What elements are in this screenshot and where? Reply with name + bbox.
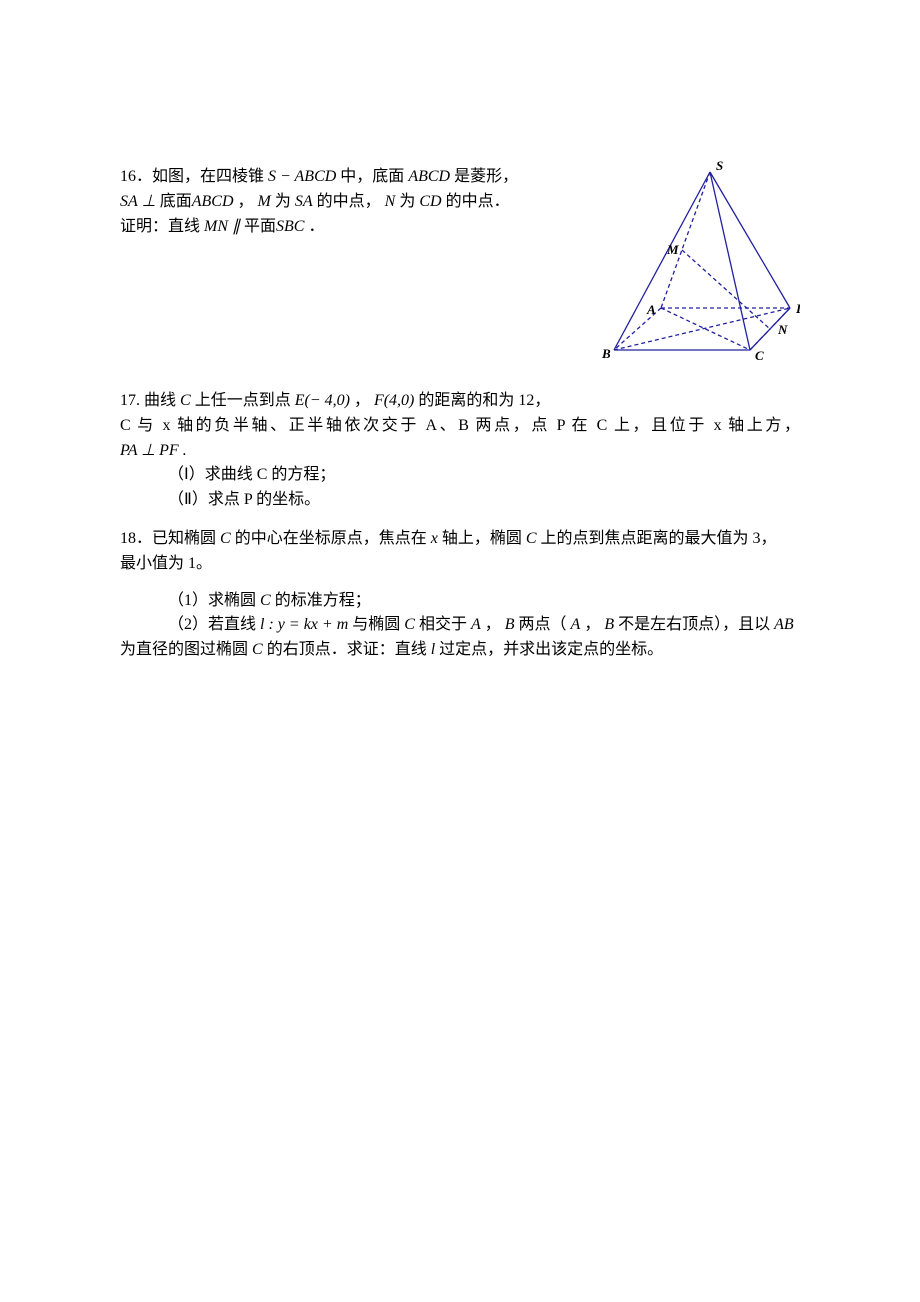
pyramid-diagram: S M A B C DN [600, 160, 800, 365]
text: 平面 [244, 218, 276, 235]
text: 的中点， [317, 193, 381, 210]
math: y = kx + m [278, 616, 348, 633]
text: 17. 曲线 [120, 392, 176, 409]
math: ABCD [192, 193, 234, 210]
math: ABCD [408, 168, 450, 185]
math: SA [295, 193, 313, 210]
text: 的中心在坐标原点，焦点在 [235, 530, 427, 547]
math: A [571, 616, 581, 633]
text: 18．已知椭圆 [120, 530, 216, 547]
math: S − ABCD [268, 168, 336, 185]
p17-q1: （Ⅰ）求曲线 C 的方程； [120, 463, 800, 488]
problem-16: 16．如图，在四棱锥 S − ABCD 中，底面 ABCD 是菱形， SA ⊥ … [120, 165, 800, 375]
text: 为直径的图过椭圆 [120, 641, 248, 658]
math: B [604, 616, 614, 633]
math: x [431, 530, 438, 547]
text: ． [308, 218, 324, 235]
math: ∥ [232, 218, 240, 235]
pyramid-svg: S M A B C DN [600, 160, 800, 365]
p16-line3: 证明：直线 MN ∥ 平面SBC ． [120, 215, 580, 240]
svg-text:A: A [646, 302, 656, 317]
text: ， [485, 616, 501, 633]
problem-17: 17. 曲线 C 上任一点到点 E(− 4,0) ， F(4,0) 的距离的和为… [120, 389, 800, 513]
text: 的距离的和为 12， [418, 392, 550, 409]
p17-line1: 17. 曲线 C 上任一点到点 E(− 4,0) ， F(4,0) 的距离的和为… [120, 389, 800, 414]
text: ， [354, 392, 370, 409]
text: 上任一点到点 [195, 392, 291, 409]
text: 不是左右顶点），且以 [618, 616, 770, 633]
p16-line2: SA ⊥ 底面ABCD ， M 为 SA 的中点， N 为 CD 的中点． [120, 190, 580, 215]
text: 是菱形， [454, 168, 518, 185]
p17-line2: C 与 x 轴的负半轴、正半轴依次交于 A、B 两点，点 P 在 C 上，且位于… [120, 414, 800, 439]
math: N [385, 193, 396, 210]
math: l [431, 641, 435, 658]
text: 轴上，椭圆 [442, 530, 522, 547]
text: 过定点，并求出该定点的坐标。 [439, 641, 663, 658]
math: C [220, 530, 231, 547]
text: （Ⅱ）求点 P 的坐标。 [168, 491, 320, 508]
text: 的中点． [446, 193, 510, 210]
p17-q2: （Ⅱ）求点 P 的坐标。 [120, 488, 800, 513]
text: 两点（ [519, 616, 567, 633]
text: 为 [399, 193, 415, 210]
text: 与椭圆 [352, 616, 400, 633]
math: C [252, 641, 263, 658]
p18-q1: （1）求椭圆 C 的标准方程； [120, 589, 800, 614]
exam-page: 16．如图，在四棱锥 S − ABCD 中，底面 ABCD 是菱形， SA ⊥ … [0, 0, 920, 1302]
text: ， [584, 616, 600, 633]
math: PF . [155, 442, 187, 459]
text: 上的点到焦点距离的最大值为 3， [541, 530, 777, 547]
math: C [404, 616, 415, 633]
text: （Ⅰ）求曲线 C 的方程； [168, 466, 335, 483]
text: （1）求椭圆 [168, 592, 256, 609]
p18-line2: 最小值为 1。 [120, 552, 800, 577]
math: SBC [276, 218, 304, 235]
svg-text:S: S [716, 160, 723, 173]
math: E(− 4,0) [295, 392, 350, 409]
math: CD [419, 193, 441, 210]
text: 16．如图，在四棱锥 [120, 168, 264, 185]
p17-line3: PA ⊥ PF . [120, 439, 800, 464]
p16-line1: 16．如图，在四棱锥 S − ABCD 中，底面 ABCD 是菱形， [120, 165, 580, 190]
svg-text:N: N [777, 322, 788, 337]
math: C [180, 392, 191, 409]
text: 的右顶点．求证：直线 [267, 641, 427, 658]
math: C [260, 592, 271, 609]
math: C [526, 530, 537, 547]
svg-text:B: B [601, 346, 611, 361]
text: （2）若直线 [168, 616, 256, 633]
text: 为 [275, 193, 291, 210]
math: AB [774, 616, 794, 633]
math: PA [120, 442, 141, 459]
text: ， [238, 193, 254, 210]
p18-line1: 18．已知椭圆 C 的中心在坐标原点，焦点在 x 轴上，椭圆 C 上的点到焦点距… [120, 527, 800, 552]
p18-head: 18．已知椭圆 C 的中心在坐标原点，焦点在 x 轴上，椭圆 C 上的点到焦点距… [120, 527, 800, 577]
svg-text:M: M [666, 242, 679, 257]
math: ⊥ [142, 193, 156, 210]
math: SA [120, 193, 138, 210]
text: 的标准方程； [275, 592, 371, 609]
math: : [264, 616, 277, 633]
math: A [471, 616, 481, 633]
math: MN [204, 218, 228, 235]
svg-text:C: C [755, 348, 764, 363]
text: 中，底面 [340, 168, 404, 185]
math: M [258, 193, 271, 210]
p18-q2-line2: 为直径的图过椭圆 C 的右顶点．求证：直线 l 过定点，并求出该定点的坐标。 [120, 638, 800, 663]
text: 相交于 [419, 616, 467, 633]
math: B [505, 616, 515, 633]
problem-18: 18．已知椭圆 C 的中心在坐标原点，焦点在 x 轴上，椭圆 C 上的点到焦点距… [120, 527, 800, 663]
math: F(4,0) [374, 392, 414, 409]
text: 证明：直线 [120, 218, 200, 235]
text: 底面 [160, 193, 192, 210]
math: ⊥ [141, 442, 155, 459]
p18-q2-line1: （2）若直线 l : y = kx + m 与椭圆 C 相交于 A ， B 两点… [120, 613, 800, 638]
svg-text:D: D [795, 301, 800, 316]
